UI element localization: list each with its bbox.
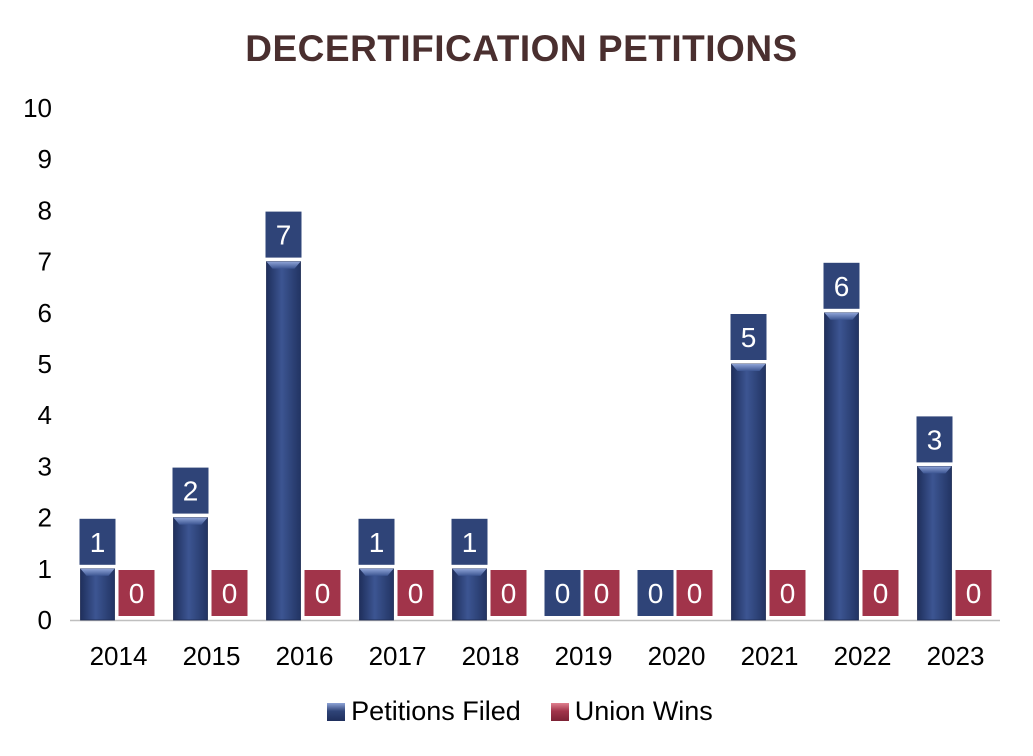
bar-petitions-filed bbox=[824, 312, 859, 621]
data-label-box-union-wins bbox=[583, 570, 620, 616]
x-tick-label: 2020 bbox=[648, 641, 706, 671]
x-tick-label: 2022 bbox=[834, 641, 892, 671]
legend-swatch-petitions-filed bbox=[327, 702, 346, 721]
data-label-box-union-wins bbox=[955, 570, 992, 616]
data-label-petitions-filed: 0 bbox=[648, 578, 664, 609]
legend-swatch-union-wins bbox=[550, 702, 569, 721]
data-label-petitions-filed: 2 bbox=[183, 476, 199, 507]
data-label-petitions-filed: 0 bbox=[555, 578, 571, 609]
data-label-petitions-filed: 1 bbox=[369, 527, 385, 558]
data-label-box-union-wins bbox=[676, 570, 713, 616]
legend-label-petitions-filed: Petitions Filed bbox=[351, 696, 521, 726]
data-label-box-petitions-filed bbox=[172, 467, 209, 514]
legend-item-union-wins: Union Wins bbox=[550, 696, 713, 727]
bar-petitions-filed bbox=[266, 261, 301, 621]
bars bbox=[80, 261, 952, 621]
data-label-box-petitions-filed bbox=[730, 314, 767, 360]
x-tick-label: 2018 bbox=[462, 641, 520, 671]
data-label-union-wins: 0 bbox=[687, 578, 703, 609]
bar-petitions-filed bbox=[452, 568, 487, 621]
legend-item-petitions-filed: Petitions Filed bbox=[327, 696, 521, 727]
bar-petitions-filed bbox=[173, 517, 208, 621]
data-label-petitions-filed: 1 bbox=[90, 527, 106, 558]
data-label-union-wins: 0 bbox=[873, 578, 889, 609]
y-tick-label: 2 bbox=[38, 503, 52, 533]
bar-petitions-filed bbox=[359, 568, 394, 621]
data-label-box-union-wins bbox=[211, 570, 248, 616]
data-label-union-wins: 0 bbox=[594, 578, 610, 609]
data-label-box-petitions-filed bbox=[823, 262, 860, 309]
bar-cap-petitions-filed bbox=[359, 568, 394, 576]
data-label-box-petitions-filed bbox=[79, 518, 116, 565]
data-label-union-wins: 0 bbox=[966, 578, 982, 609]
data-label-box-union-wins bbox=[118, 570, 155, 616]
data-label-box-petitions-filed bbox=[451, 518, 488, 565]
x-tick-label: 2014 bbox=[90, 641, 148, 671]
data-label-box-union-wins bbox=[769, 570, 806, 616]
data-label-box-union-wins bbox=[304, 570, 341, 616]
bar-cap-petitions-filed bbox=[731, 364, 766, 371]
y-tick-label: 5 bbox=[38, 349, 52, 379]
data-label-box-union-wins bbox=[862, 570, 899, 616]
y-axis: 0 1 2 3 4 5 6 7 8 9 10 bbox=[23, 93, 52, 635]
data-label-petitions-filed: 5 bbox=[741, 322, 757, 353]
y-tick-label: 9 bbox=[38, 144, 52, 174]
y-tick-label: 10 bbox=[23, 93, 52, 123]
y-tick-label: 0 bbox=[38, 605, 52, 635]
data-label-box-petitions-filed bbox=[544, 570, 581, 616]
x-tick-label: 2023 bbox=[927, 641, 985, 671]
y-tick-label: 7 bbox=[38, 247, 52, 277]
x-tick-label: 2017 bbox=[369, 641, 427, 671]
bar-cap-petitions-filed bbox=[917, 466, 952, 474]
data-label-box-union-wins bbox=[397, 570, 434, 616]
data-label-union-wins: 0 bbox=[780, 578, 796, 609]
bar-cap-petitions-filed bbox=[824, 312, 859, 320]
bar-cap-petitions-filed bbox=[266, 261, 301, 269]
data-label-petitions-filed: 7 bbox=[276, 220, 292, 251]
data-label-union-wins: 0 bbox=[408, 578, 424, 609]
data-label-union-wins: 0 bbox=[129, 578, 145, 609]
bar-cap-petitions-filed bbox=[80, 568, 115, 576]
y-tick-label: 3 bbox=[38, 451, 52, 481]
data-label-box-union-wins bbox=[490, 570, 527, 616]
y-tick-label: 4 bbox=[38, 400, 52, 430]
bar-cap-petitions-filed bbox=[452, 568, 487, 576]
data-label-petitions-filed: 3 bbox=[927, 424, 943, 455]
legend: Petitions Filed Union Wins bbox=[0, 696, 1033, 727]
x-tick-label: 2019 bbox=[555, 641, 613, 671]
data-label-union-wins: 0 bbox=[222, 578, 238, 609]
y-tick-label: 1 bbox=[38, 554, 52, 584]
data-label-box-petitions-filed bbox=[916, 416, 953, 463]
x-axis: 2014 2015 2016 2017 2018 2019 2020 2021 2022 2023 bbox=[70, 619, 1000, 671]
data-label-petitions-filed: 6 bbox=[834, 271, 850, 302]
data-label-box-petitions-filed bbox=[637, 570, 674, 616]
bar-petitions-filed bbox=[917, 465, 952, 621]
chart-title: DECERTIFICATION PETITIONS bbox=[245, 28, 798, 69]
x-tick-label: 2021 bbox=[741, 641, 799, 671]
bar-petitions-filed bbox=[731, 363, 766, 621]
data-label-union-wins: 0 bbox=[501, 578, 517, 609]
data-label-petitions-filed: 1 bbox=[462, 527, 478, 558]
y-tick-label: 8 bbox=[38, 195, 52, 225]
data-label-box-petitions-filed bbox=[358, 518, 395, 565]
data-label-union-wins: 0 bbox=[315, 578, 331, 609]
bar-petitions-filed bbox=[80, 568, 115, 621]
x-tick-label: 2015 bbox=[183, 641, 241, 671]
x-tick-label: 2016 bbox=[276, 641, 334, 671]
y-tick-label: 6 bbox=[38, 298, 52, 328]
legend-label-union-wins: Union Wins bbox=[574, 696, 713, 726]
bar-cap-petitions-filed bbox=[173, 517, 208, 525]
data-label-box-petitions-filed bbox=[265, 211, 302, 258]
